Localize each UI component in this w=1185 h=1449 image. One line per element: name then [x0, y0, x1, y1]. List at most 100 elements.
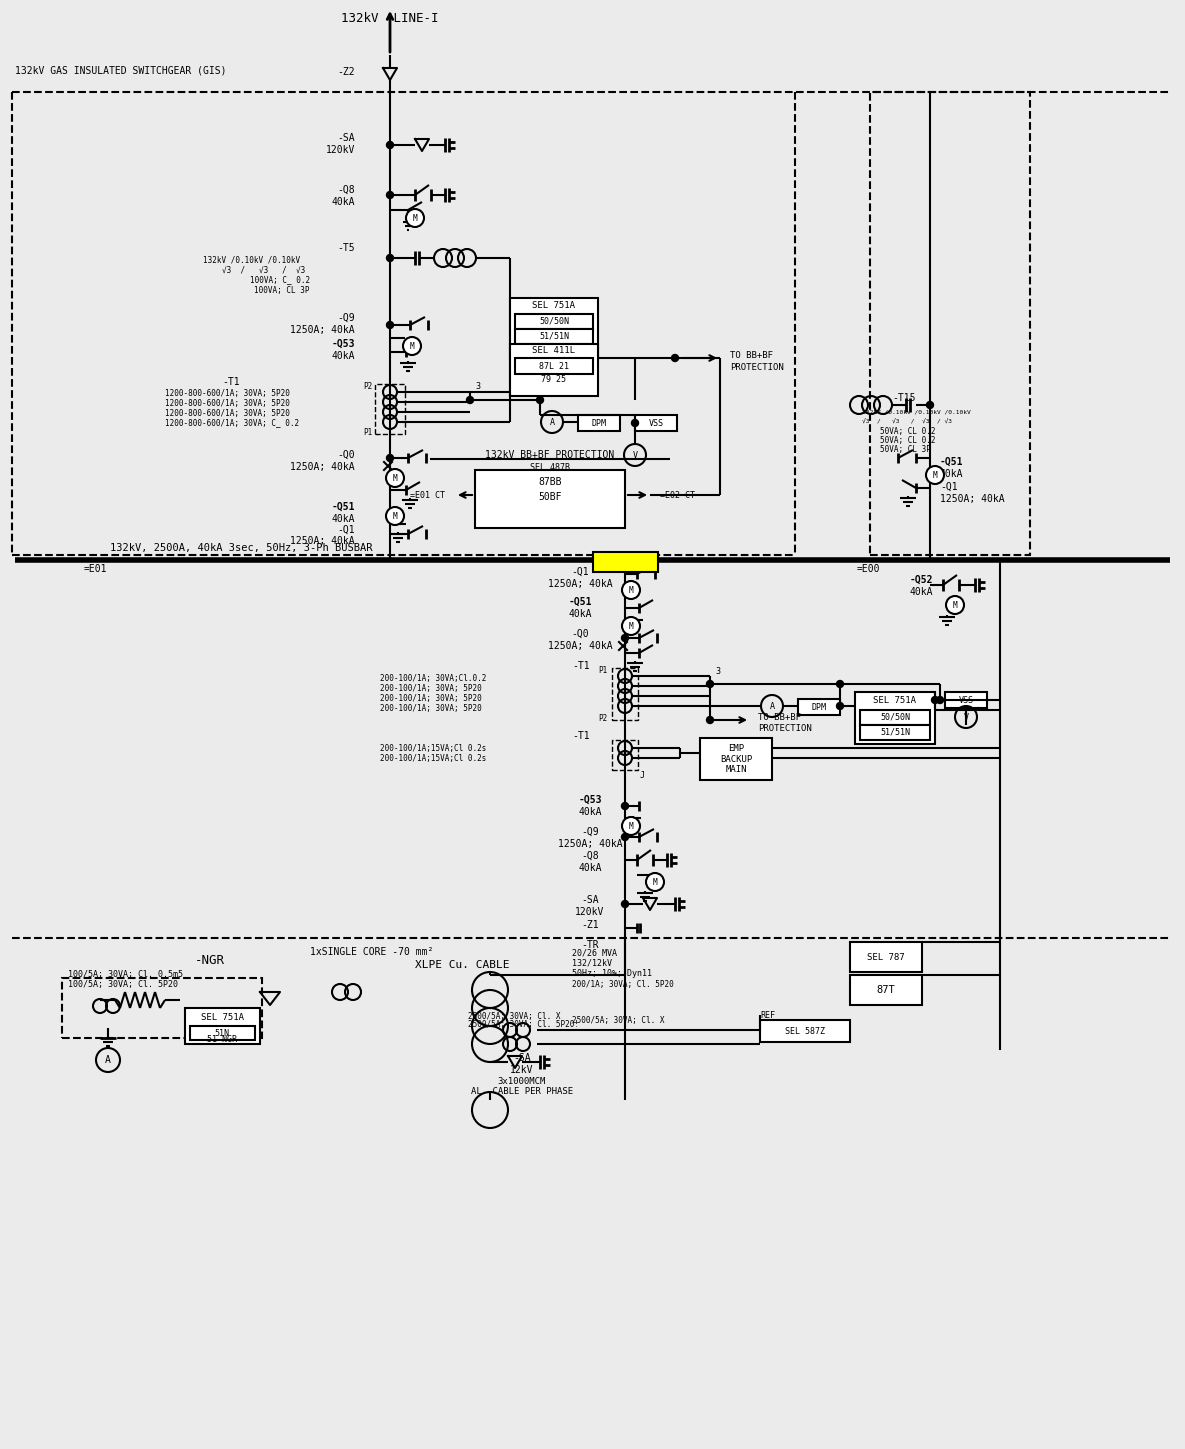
- Text: 1200-800-600/1A; 30VA; 5P20: 1200-800-600/1A; 30VA; 5P20: [165, 388, 290, 397]
- Text: -Q51: -Q51: [940, 456, 963, 467]
- Circle shape: [386, 142, 393, 148]
- Bar: [515, 314, 592, 329]
- Text: 200-100/1A;15VA;Cl 0.2s: 200-100/1A;15VA;Cl 0.2s: [380, 743, 486, 752]
- Text: EMP: EMP: [728, 743, 744, 752]
- Text: 132kV /0.10kV /0.10kV: 132kV /0.10kV /0.10kV: [203, 255, 300, 265]
- Text: 87BB: 87BB: [538, 477, 562, 487]
- Text: 50BF: 50BF: [538, 493, 562, 501]
- Text: J: J: [640, 771, 645, 780]
- Text: 87L 21: 87L 21: [539, 361, 569, 371]
- Text: =E00: =E00: [857, 564, 880, 574]
- Text: 40kA: 40kA: [578, 807, 602, 817]
- Text: SEL 751A: SEL 751A: [532, 300, 576, 310]
- Text: 200-100/1A; 30VA;Cl.0.2: 200-100/1A; 30VA;Cl.0.2: [380, 674, 486, 682]
- Text: 132/12kV: 132/12kV: [572, 958, 611, 968]
- Text: -Q51: -Q51: [569, 597, 591, 607]
- Text: 40kA: 40kA: [940, 469, 963, 480]
- Text: 120kV: 120kV: [326, 145, 355, 155]
- Text: 1250A; 40kA: 1250A; 40kA: [547, 640, 613, 651]
- Text: AL. CABLE PER PHASE: AL. CABLE PER PHASE: [470, 1088, 574, 1097]
- Text: 1250A; 40kA: 1250A; 40kA: [290, 462, 356, 472]
- Text: 20/26 MVA: 20/26 MVA: [572, 949, 617, 958]
- Text: √3  /   √3   /  √3: √3 / √3 / √3: [222, 265, 305, 274]
- Text: DPM: DPM: [812, 703, 826, 711]
- Text: 1250A; 40kA: 1250A; 40kA: [290, 536, 356, 546]
- Bar: [798, 698, 840, 714]
- Text: V: V: [633, 451, 638, 459]
- Text: 132kV, 2500A, 40kA 3sec, 50Hz, 3-Ph BUSBAR: 132kV, 2500A, 40kA 3sec, 50Hz, 3-Ph BUSB…: [110, 543, 372, 554]
- Text: P1: P1: [598, 665, 608, 674]
- Bar: [185, 1009, 260, 1043]
- Circle shape: [672, 355, 679, 361]
- Text: M: M: [933, 471, 937, 480]
- Text: 3x1000MCM: 3x1000MCM: [498, 1078, 546, 1087]
- Circle shape: [403, 338, 421, 355]
- Text: PROTECTION: PROTECTION: [730, 362, 783, 371]
- Circle shape: [706, 716, 713, 723]
- Text: 40kA: 40kA: [569, 609, 591, 619]
- Text: 200-100/1A;15VA;Cl 0.2s: 200-100/1A;15VA;Cl 0.2s: [380, 753, 486, 762]
- Text: -SA: -SA: [338, 133, 356, 143]
- Text: XLPE Cu. CABLE: XLPE Cu. CABLE: [415, 961, 510, 969]
- Bar: [850, 942, 922, 972]
- Text: -Z1: -Z1: [581, 920, 598, 930]
- Circle shape: [537, 397, 544, 403]
- Text: M: M: [410, 342, 415, 351]
- Circle shape: [925, 467, 944, 484]
- Bar: [190, 1026, 255, 1040]
- Circle shape: [936, 697, 943, 704]
- Text: -Q53: -Q53: [332, 339, 355, 349]
- Text: √3  /   √3   /  √3  / √3: √3 / √3 / √3 / √3: [861, 419, 952, 423]
- Circle shape: [386, 322, 393, 329]
- Text: 87T: 87T: [877, 985, 896, 995]
- Text: 40kA: 40kA: [332, 514, 355, 525]
- Text: -Q51: -Q51: [332, 501, 355, 511]
- Text: -T5: -T5: [338, 243, 356, 254]
- Text: -Q0: -Q0: [338, 451, 356, 459]
- Circle shape: [621, 833, 628, 840]
- Bar: [374, 384, 405, 435]
- Text: 3: 3: [716, 667, 720, 675]
- Text: 200/1A; 30VA; Cl. 5P20: 200/1A; 30VA; Cl. 5P20: [572, 981, 674, 990]
- Text: -Q9: -Q9: [338, 313, 356, 323]
- Circle shape: [931, 697, 939, 704]
- Bar: [510, 343, 598, 396]
- Bar: [475, 469, 624, 527]
- Text: PROTECTION: PROTECTION: [758, 723, 812, 733]
- Text: M: M: [629, 585, 633, 594]
- Text: A: A: [769, 701, 775, 710]
- Circle shape: [946, 596, 965, 614]
- Text: 79 25: 79 25: [542, 374, 566, 384]
- Text: 3: 3: [475, 381, 480, 390]
- Text: -TR: -TR: [581, 940, 598, 951]
- Circle shape: [621, 900, 628, 907]
- Circle shape: [621, 635, 628, 642]
- Text: P1: P1: [364, 427, 373, 436]
- Circle shape: [622, 617, 640, 635]
- Text: SEL 587Z: SEL 587Z: [784, 1026, 825, 1036]
- Text: 50VA; CL 0.2: 50VA; CL 0.2: [880, 426, 935, 436]
- Text: -Q0: -Q0: [571, 629, 589, 639]
- Text: -Z2: -Z2: [338, 67, 356, 77]
- Text: -Q8: -Q8: [581, 851, 598, 861]
- Text: -Q1: -Q1: [571, 567, 589, 577]
- Text: -T1: -T1: [223, 377, 241, 387]
- Text: M: M: [392, 511, 397, 520]
- Text: M: M: [629, 622, 633, 630]
- Text: 1250A; 40kA: 1250A; 40kA: [940, 494, 1005, 504]
- Text: M: M: [392, 474, 397, 483]
- Text: -Q1: -Q1: [338, 525, 356, 535]
- Text: 50Hz; 10%; Dyn11: 50Hz; 10%; Dyn11: [572, 968, 652, 978]
- Text: 51/51N: 51/51N: [880, 727, 910, 736]
- Bar: [510, 298, 598, 358]
- Circle shape: [406, 209, 424, 227]
- Bar: [62, 978, 262, 1037]
- Text: TO BB+BF: TO BB+BF: [758, 713, 801, 722]
- Bar: [611, 668, 638, 720]
- Text: -SA: -SA: [581, 895, 598, 906]
- Circle shape: [386, 507, 404, 525]
- Bar: [515, 358, 592, 374]
- Text: -Q8: -Q8: [338, 185, 356, 196]
- Text: VSS: VSS: [959, 696, 974, 704]
- Text: 200-100/1A; 30VA; 5P20: 200-100/1A; 30VA; 5P20: [380, 704, 482, 713]
